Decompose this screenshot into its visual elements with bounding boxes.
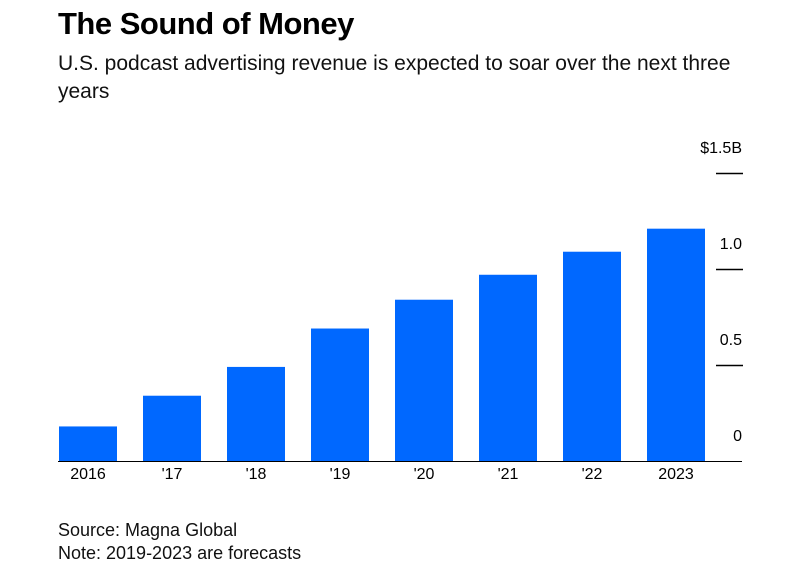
bars-group xyxy=(59,228,705,461)
chart-subtitle: U.S. podcast advertising revenue is expe… xyxy=(58,52,731,103)
x-tick-label-3: '19 xyxy=(330,466,351,483)
chart-title: The Sound of Money xyxy=(58,6,354,41)
y-tick-label-1: 0.5 xyxy=(720,332,742,349)
bar-7 xyxy=(647,228,705,461)
bar-6 xyxy=(563,251,621,461)
x-tick-label-5: '21 xyxy=(498,466,519,483)
bar-0 xyxy=(59,426,117,461)
source-note: Source: Magna Global xyxy=(58,520,238,540)
bar-5 xyxy=(479,274,537,461)
x-tick-label-6: '22 xyxy=(582,466,603,483)
x-tick-label-4: '20 xyxy=(414,466,435,483)
bar-1 xyxy=(143,395,201,461)
y-tick-label-0: 0 xyxy=(733,428,742,445)
y-axis-ticks: 0 0.5 1.0 $1.5B xyxy=(700,140,743,445)
x-tick-label-7: 2023 xyxy=(658,466,694,483)
forecast-note: Note: 2019-2023 are forecasts xyxy=(58,543,302,563)
x-tick-label-2: '18 xyxy=(246,466,267,483)
y-tick-label-3: $1.5B xyxy=(700,140,742,157)
x-tick-label-1: '17 xyxy=(162,466,183,483)
y-tick-label-2: 1.0 xyxy=(720,236,742,253)
x-tick-labels: 2016 '17 '18 '19 '20 '21 '22 2023 xyxy=(70,466,694,483)
x-tick-label-0: 2016 xyxy=(70,466,106,483)
bar-4 xyxy=(395,299,453,461)
bar-3 xyxy=(311,328,369,461)
bar-2 xyxy=(227,366,285,461)
